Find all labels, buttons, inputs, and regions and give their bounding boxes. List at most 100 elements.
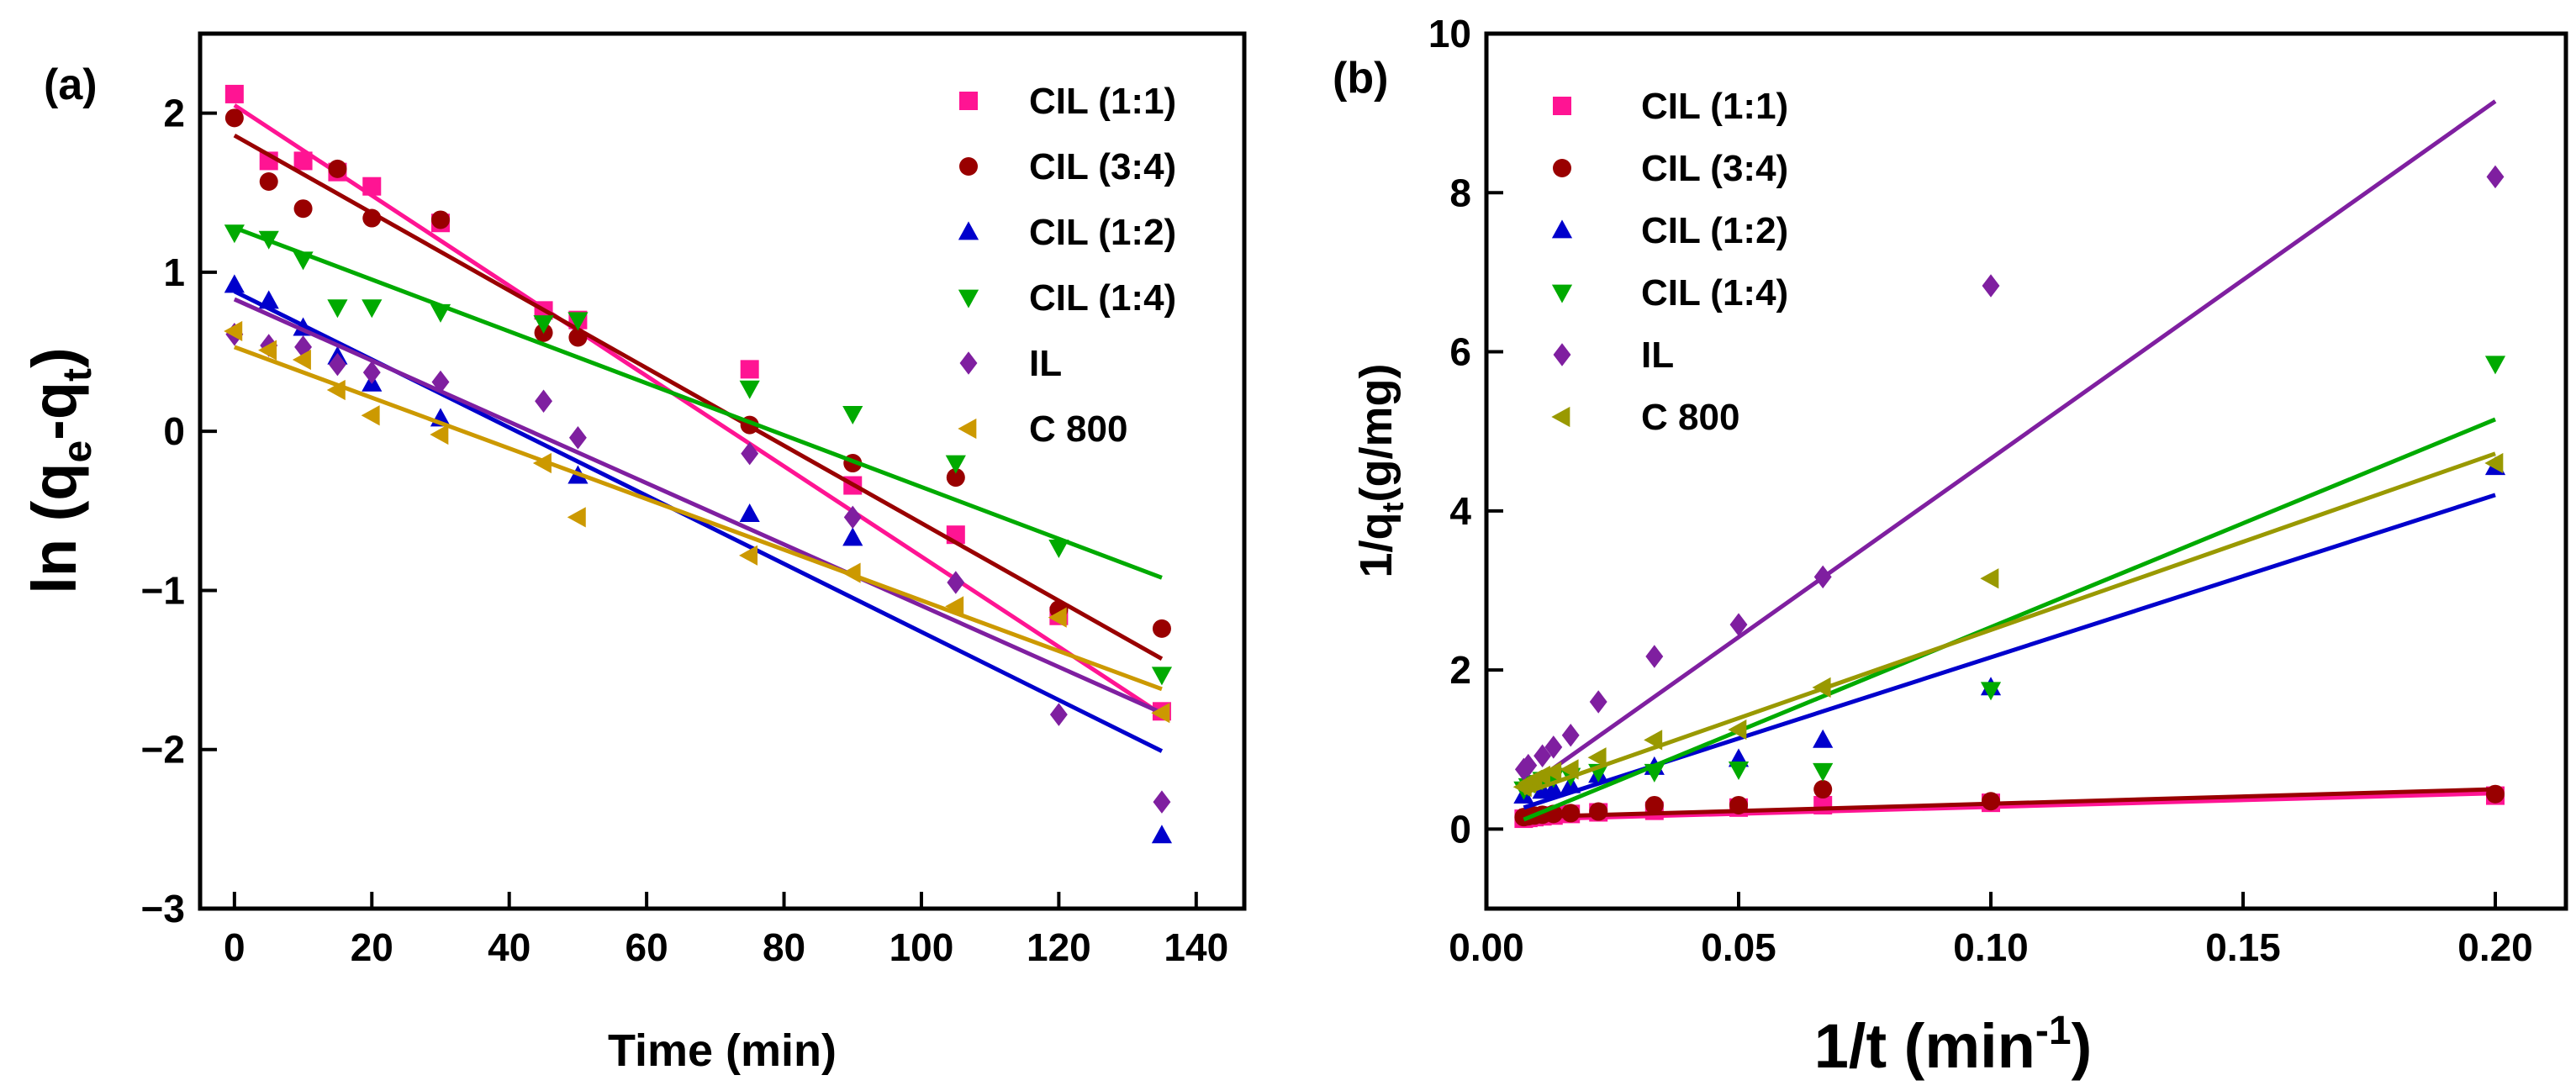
- panel-b-y-axis-label: 1/qt(g/mg): [1351, 364, 1410, 578]
- panel-a-point-cil-1-4: [1048, 540, 1069, 559]
- panel-a-point-cil-1-4: [842, 406, 863, 425]
- panel-a-point-il: [947, 571, 965, 594]
- panel-b-x-axis-label: 1/t (min-1): [1814, 1009, 2092, 1081]
- panel-a-point-il: [362, 361, 381, 384]
- panel-a-legend-marker: [959, 157, 978, 176]
- panel-b-point-c-800: [1644, 730, 1663, 751]
- panel-a-point-cil-1-4: [293, 251, 314, 271]
- panel-b-legend-label: CIL (1:4): [1641, 272, 1788, 314]
- panel-a-point-cil-1-1: [224, 84, 244, 103]
- panel-a-point-c-800: [224, 320, 243, 342]
- panel-a-point-cil-3-4: [946, 468, 965, 488]
- panel-b-fit-line-cil-3-4: [1523, 787, 2496, 820]
- panel-b-y-tick-label: 8: [1449, 171, 1471, 214]
- panel-a-point-il: [535, 389, 553, 413]
- panel-a-point-il: [431, 370, 450, 394]
- panel-b-point-cil-1-2: [1813, 729, 1834, 748]
- panel-b-point-il: [1589, 690, 1607, 714]
- panel-b-legend-label: C 800: [1641, 397, 1739, 438]
- panel-b-x-tick-label: 0.05: [1701, 925, 1776, 969]
- panel-a-point-cil-1-1: [362, 177, 382, 196]
- panel-a-y-tick-label: 2: [163, 92, 185, 135]
- panel-a-legend: CIL (1:1) CIL (3:4) CIL (1:2) CIL (1:4) IL C …: [958, 81, 1176, 450]
- panel-a-legend-label: IL: [1029, 343, 1062, 384]
- panel-b-point-il: [1561, 723, 1580, 747]
- panel-b-point-cil-1-4: [1980, 682, 2002, 701]
- panel-b: (b) 1/t (min-1) 1/qt(g/mg) 0.00 0.05 0.10 0…: [1333, 12, 2568, 1081]
- panel-b-point-cil-3-4: [1813, 780, 1833, 799]
- panel-a-point-cil-1-4: [362, 299, 383, 319]
- panel-b-plot-frame: [1484, 31, 2568, 911]
- panel-a-fit-line-cil-3-4: [233, 133, 1164, 661]
- panel-a-point-cil-1-4: [327, 299, 348, 319]
- panel-a-y-tick-label: −2: [141, 728, 185, 772]
- panel-a-y-tick-label: −1: [141, 568, 185, 612]
- panel-b-point-cil-3-4: [1644, 795, 1664, 814]
- panel-b-series-c-800: [1512, 451, 2504, 798]
- panel-a-x-tick-label: 40: [488, 925, 531, 969]
- panel-a-legend-marker: [958, 289, 979, 308]
- panel-b-legend-label: CIL (3:4): [1641, 148, 1788, 189]
- panel-b-point-il: [1813, 565, 1832, 589]
- panel-a-point-c-800: [430, 424, 449, 445]
- panel-a-point-c-800: [1151, 703, 1170, 724]
- panel-a-point-c-800: [739, 545, 758, 566]
- panel-b-point-c-800: [1980, 568, 1999, 589]
- panel-b-legend-marker: [1553, 97, 1571, 115]
- panel-a-point-il: [843, 505, 862, 530]
- panel-b-y-tick-label: 6: [1449, 330, 1471, 374]
- panel-a-legend-marker: [958, 418, 977, 440]
- panel-a-point-cil-1-2: [739, 503, 760, 522]
- panel-a-x-tick-label: 140: [1164, 925, 1228, 969]
- panel-a-point-c-800: [326, 379, 346, 401]
- panel-b-point-il: [1519, 753, 1538, 777]
- panel-a-point-il: [568, 426, 587, 450]
- panel-b-legend-marker: [1551, 219, 1573, 239]
- panel-a-y-tick-label: −3: [141, 887, 185, 930]
- panel-b-ticks: 0.00 0.05 0.10 0.15 0.20 0 2 4 6 8 10: [1428, 12, 2533, 969]
- panel-a-point-cil-1-4: [533, 315, 554, 335]
- panel-a-point-cil-1-2: [842, 527, 863, 546]
- panel-b-point-il: [2486, 165, 2505, 189]
- panel-b-point-il: [1533, 744, 1552, 768]
- panel-a-point-cil-1-1: [293, 151, 313, 171]
- panel-a-legend-label: CIL (3:4): [1029, 146, 1176, 187]
- panel-b-point-c-800: [1543, 762, 1562, 783]
- panel-b-point-cil-1-4: [2484, 356, 2506, 375]
- panel-b-x-tick-label: 0.10: [1953, 925, 2029, 969]
- panel-a-x-tick-label: 100: [889, 925, 954, 969]
- panel-a-plot-frame: [198, 31, 1247, 911]
- panel-a-fit-line-cil-1-4: [233, 225, 1163, 580]
- panel-a-legend-marker: [959, 351, 978, 375]
- panel-b-series: [1512, 99, 2506, 829]
- panel-a-legend-label: C 800: [1029, 408, 1127, 450]
- panel-b-point-il: [1729, 613, 1748, 636]
- panel-b-y-tick-label: 10: [1428, 12, 1471, 55]
- panel-b-label: (b): [1333, 54, 1388, 103]
- panel-b-point-cil-1-4: [1728, 762, 1750, 781]
- panel-a-point-c-800: [292, 349, 311, 371]
- panel-a-legend-label: CIL (1:4): [1029, 277, 1176, 319]
- panel-a-point-il: [1049, 703, 1068, 726]
- panel-a-x-tick-label: 120: [1027, 925, 1091, 969]
- panel-a-legend-label: CIL (1:1): [1029, 81, 1176, 122]
- panel-b-fit-line-cil-1-4: [1523, 417, 2496, 822]
- panel-a-point-cil-3-4: [224, 108, 244, 128]
- panel-b-legend-label: CIL (1:1): [1641, 86, 1788, 127]
- panel-a-point-cil-3-4: [430, 210, 450, 229]
- panel-b-legend-marker: [1551, 284, 1573, 303]
- panel-b-y-tick-label: 0: [1449, 807, 1471, 851]
- panel-b-series-cil-1-2: [1513, 456, 2506, 810]
- panel-b-x-tick-label: 0.15: [2205, 925, 2281, 969]
- panel-a-point-cil-1-2: [258, 290, 279, 309]
- panel-a-legend-marker: [959, 92, 978, 110]
- panel-a-ticks: 0 20 40 60 80 100 120 140 −3 −2 −1 0 1 2: [141, 92, 1229, 969]
- panel-b-legend-marker: [1551, 406, 1570, 428]
- panel-b-y-tick-label: 4: [1449, 489, 1471, 533]
- panel-a-point-cil-3-4: [293, 199, 313, 219]
- panel-a-x-tick-label: 60: [626, 925, 668, 969]
- panel-a-y-tick-label: 0: [163, 409, 185, 453]
- panel-b-legend-label: CIL (1:2): [1641, 210, 1788, 251]
- panel-a-point-cil-1-4: [430, 303, 451, 323]
